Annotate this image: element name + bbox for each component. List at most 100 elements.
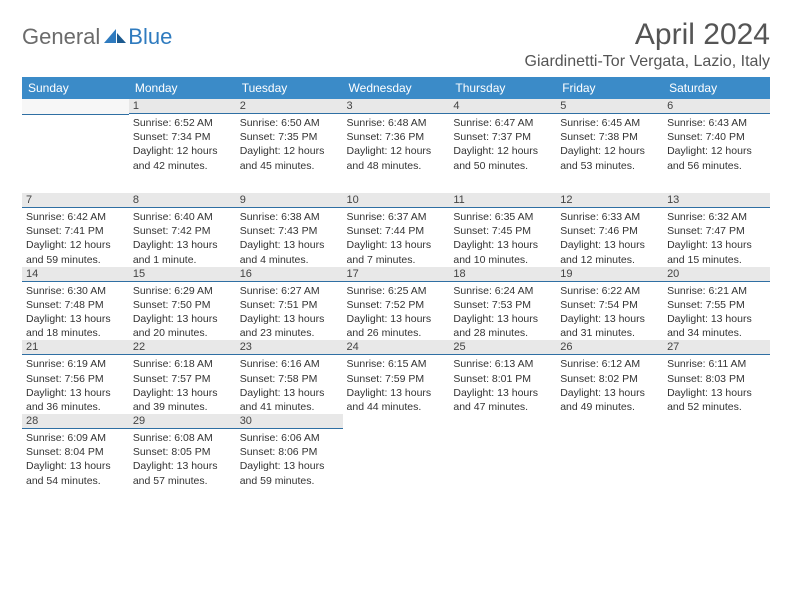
sunset-text: Sunset: 7:46 PM [556,224,663,238]
daylight-text: Daylight: 13 hours and 18 minutes. [22,312,129,340]
sunrise-text: Sunrise: 6:40 AM [129,208,236,224]
calendar-cell: 22Sunrise: 6:18 AMSunset: 7:57 PMDayligh… [129,340,236,414]
page-header: General Blue April 2024 Giardinetti-Tor … [22,18,770,71]
sunrise-text: Sunrise: 6:13 AM [449,355,556,371]
sunset-text: Sunset: 7:59 PM [343,372,450,386]
day-number: 26 [556,340,663,355]
daylight-text: Daylight: 13 hours and 12 minutes. [556,238,663,266]
calendar-cell: 25Sunrise: 6:13 AMSunset: 8:01 PMDayligh… [449,340,556,414]
day-number: 19 [556,267,663,282]
day-number: 29 [129,414,236,429]
day-number: 5 [556,99,663,114]
calendar-cell: 29Sunrise: 6:08 AMSunset: 8:05 PMDayligh… [129,414,236,492]
sunset-text: Sunset: 7:41 PM [22,224,129,238]
sunrise-text: Sunrise: 6:18 AM [129,355,236,371]
sunset-text: Sunset: 7:57 PM [129,372,236,386]
daylight-text: Daylight: 13 hours and 26 minutes. [343,312,450,340]
sunset-text: Sunset: 7:45 PM [449,224,556,238]
day-number: 25 [449,340,556,355]
sunrise-text: Sunrise: 6:08 AM [129,429,236,445]
sunset-text: Sunset: 8:05 PM [129,445,236,459]
calendar-cell: 10Sunrise: 6:37 AMSunset: 7:44 PMDayligh… [343,193,450,267]
calendar-cell: 24Sunrise: 6:15 AMSunset: 7:59 PMDayligh… [343,340,450,414]
weekday-header: Wednesday [343,77,450,99]
calendar-table: SundayMondayTuesdayWednesdayThursdayFrid… [22,77,770,492]
daylight-text: Daylight: 13 hours and 31 minutes. [556,312,663,340]
sunrise-text: Sunrise: 6:12 AM [556,355,663,371]
calendar-cell: 20Sunrise: 6:21 AMSunset: 7:55 PMDayligh… [663,267,770,341]
day-number: 9 [236,193,343,208]
weekday-row: SundayMondayTuesdayWednesdayThursdayFrid… [22,77,770,99]
calendar-week-row: 21Sunrise: 6:19 AMSunset: 7:56 PMDayligh… [22,340,770,414]
weekday-header: Tuesday [236,77,343,99]
daylight-text: Daylight: 13 hours and 54 minutes. [22,459,129,487]
day-number: 18 [449,267,556,282]
calendar-week-row: 14Sunrise: 6:30 AMSunset: 7:48 PMDayligh… [22,267,770,341]
sunset-text: Sunset: 7:58 PM [236,372,343,386]
day-number: 22 [129,340,236,355]
day-number: 8 [129,193,236,208]
calendar-cell: 14Sunrise: 6:30 AMSunset: 7:48 PMDayligh… [22,267,129,341]
day-number: 27 [663,340,770,355]
day-number: 15 [129,267,236,282]
empty-cell [343,414,450,492]
day-number: 20 [663,267,770,282]
calendar-cell: 16Sunrise: 6:27 AMSunset: 7:51 PMDayligh… [236,267,343,341]
sunset-text: Sunset: 7:52 PM [343,298,450,312]
day-number: 2 [236,99,343,114]
daylight-text: Daylight: 13 hours and 36 minutes. [22,386,129,414]
sunset-text: Sunset: 8:04 PM [22,445,129,459]
sunset-text: Sunset: 7:48 PM [22,298,129,312]
sunrise-text: Sunrise: 6:45 AM [556,114,663,130]
sunset-text: Sunset: 7:44 PM [343,224,450,238]
daylight-text: Daylight: 13 hours and 20 minutes. [129,312,236,340]
sunset-text: Sunset: 8:01 PM [449,372,556,386]
day-number: 6 [663,99,770,114]
calendar-cell: 13Sunrise: 6:32 AMSunset: 7:47 PMDayligh… [663,193,770,267]
calendar-cell: 15Sunrise: 6:29 AMSunset: 7:50 PMDayligh… [129,267,236,341]
daylight-text: Daylight: 13 hours and 10 minutes. [449,238,556,266]
sunset-text: Sunset: 8:03 PM [663,372,770,386]
calendar-cell: 27Sunrise: 6:11 AMSunset: 8:03 PMDayligh… [663,340,770,414]
day-number: 10 [343,193,450,208]
sunset-text: Sunset: 7:36 PM [343,130,450,144]
daylight-text: Daylight: 13 hours and 28 minutes. [449,312,556,340]
logo-sail-icon [104,29,126,47]
brand-part2: Blue [128,24,172,50]
daylight-text: Daylight: 13 hours and 44 minutes. [343,386,450,414]
daylight-text: Daylight: 13 hours and 7 minutes. [343,238,450,266]
sunrise-text: Sunrise: 6:24 AM [449,282,556,298]
day-number: 7 [22,193,129,208]
daylight-text: Daylight: 12 hours and 50 minutes. [449,144,556,172]
calendar-cell: 30Sunrise: 6:06 AMSunset: 8:06 PMDayligh… [236,414,343,492]
calendar-cell: 28Sunrise: 6:09 AMSunset: 8:04 PMDayligh… [22,414,129,492]
calendar-cell: 9Sunrise: 6:38 AMSunset: 7:43 PMDaylight… [236,193,343,267]
sunset-text: Sunset: 7:47 PM [663,224,770,238]
daylight-text: Daylight: 12 hours and 48 minutes. [343,144,450,172]
calendar-week-row: 28Sunrise: 6:09 AMSunset: 8:04 PMDayligh… [22,414,770,492]
daylight-text: Daylight: 12 hours and 42 minutes. [129,144,236,172]
sunset-text: Sunset: 7:43 PM [236,224,343,238]
day-number: 30 [236,414,343,429]
calendar-cell: 11Sunrise: 6:35 AMSunset: 7:45 PMDayligh… [449,193,556,267]
daylight-text: Daylight: 12 hours and 56 minutes. [663,144,770,172]
sunset-text: Sunset: 7:35 PM [236,130,343,144]
day-number: 13 [663,193,770,208]
empty-cell [22,115,129,193]
sunrise-text: Sunrise: 6:33 AM [556,208,663,224]
empty-daybar [22,99,129,115]
calendar-cell: 3Sunrise: 6:48 AMSunset: 7:36 PMDaylight… [343,99,450,193]
day-number: 16 [236,267,343,282]
calendar-cell: 5Sunrise: 6:45 AMSunset: 7:38 PMDaylight… [556,99,663,193]
daylight-text: Daylight: 13 hours and 4 minutes. [236,238,343,266]
day-number: 17 [343,267,450,282]
sunrise-text: Sunrise: 6:48 AM [343,114,450,130]
sunset-text: Sunset: 7:40 PM [663,130,770,144]
calendar-cell: 2Sunrise: 6:50 AMSunset: 7:35 PMDaylight… [236,99,343,193]
calendar-head: SundayMondayTuesdayWednesdayThursdayFrid… [22,77,770,99]
sunrise-text: Sunrise: 6:37 AM [343,208,450,224]
sunrise-text: Sunrise: 6:25 AM [343,282,450,298]
weekday-header: Monday [129,77,236,99]
weekday-header: Thursday [449,77,556,99]
sunset-text: Sunset: 7:53 PM [449,298,556,312]
